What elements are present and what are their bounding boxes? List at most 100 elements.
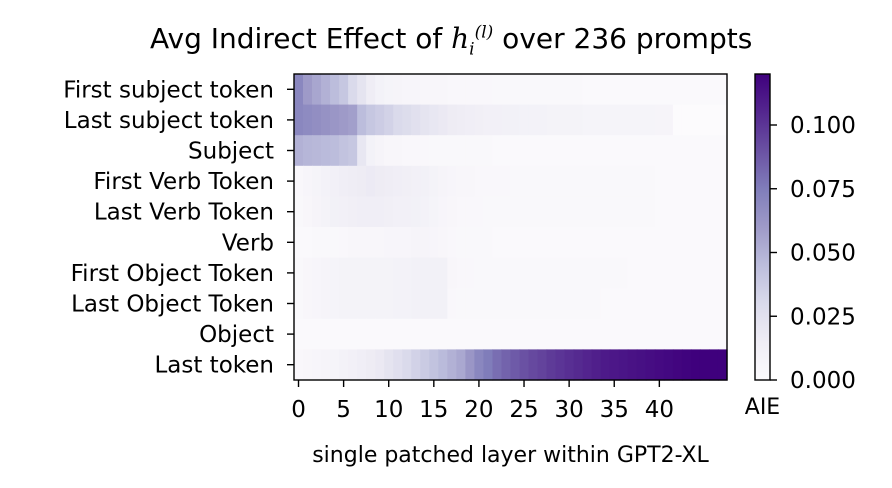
heatmap-cell [393, 318, 403, 350]
heatmap-cell [348, 257, 358, 289]
heatmap-cell [339, 104, 349, 136]
heatmap-cell [402, 227, 412, 259]
heatmap-cell [366, 257, 376, 289]
heatmap-cell [627, 165, 638, 197]
heatmap-cell [636, 135, 647, 167]
heatmap-cell [618, 165, 629, 197]
chart-title-math: hi(l) [451, 22, 493, 58]
heatmap-cell [465, 227, 476, 259]
heatmap-cell [456, 349, 466, 381]
heatmap-cell [501, 74, 512, 106]
heatmap-cell [573, 349, 584, 381]
heatmap-cell [294, 165, 304, 197]
heatmap-cell [483, 135, 494, 167]
heatmap-cell [663, 196, 674, 228]
x-tick-label: 40 [645, 397, 674, 423]
heatmap-cell [321, 135, 331, 167]
colorbar-tick-label: 0.075 [790, 177, 856, 203]
heatmap-cell [654, 165, 665, 197]
heatmap-cell [420, 74, 430, 106]
heatmap-cell [618, 349, 629, 381]
x-tick-label: 25 [509, 397, 538, 423]
heatmap-cell [528, 349, 539, 381]
heatmap-cell [510, 135, 521, 167]
heatmap-cell [501, 318, 512, 350]
heatmap-cell [330, 196, 340, 228]
heatmap-cell [609, 74, 620, 106]
heatmap-cell [645, 257, 656, 289]
heatmap-cell [312, 318, 322, 350]
colorbar [754, 73, 771, 381]
heatmap-cell [591, 288, 602, 320]
heatmap-cell [663, 318, 674, 350]
heatmap-cell [447, 257, 457, 289]
y-tick-label: Last token [154, 353, 274, 379]
heatmap-cell [438, 196, 448, 228]
heatmap-cell [321, 74, 331, 106]
heatmap-cell [375, 318, 385, 350]
heatmap-cell [474, 288, 485, 320]
heatmap-cell [717, 74, 728, 106]
heatmap-cell [654, 257, 665, 289]
heatmap-cell [636, 318, 647, 350]
heatmap-cell [537, 349, 548, 381]
heatmap-cell [465, 288, 476, 320]
heatmap-cell [528, 227, 539, 259]
heatmap-cell [681, 165, 692, 197]
heatmap-cell [519, 196, 530, 228]
heatmap-cell [717, 227, 728, 259]
heatmap-cell [492, 196, 503, 228]
heatmap-cell [510, 196, 521, 228]
heatmap-cell [555, 318, 566, 350]
heatmap-cell [618, 135, 629, 167]
heatmap-cell [465, 318, 476, 350]
heatmap-cell [411, 349, 421, 381]
heatmap-cell [654, 196, 665, 228]
heatmap-cell [708, 318, 719, 350]
heatmap-cell [717, 318, 728, 350]
heatmap-cell [591, 135, 602, 167]
heatmap-cell [483, 257, 494, 289]
heatmap-cell [492, 257, 503, 289]
heatmap-cell [537, 165, 548, 197]
heatmap-cell [474, 318, 485, 350]
heatmap-cell [339, 135, 349, 167]
heatmap-cell [429, 135, 439, 167]
heatmap-cell [681, 104, 692, 136]
heatmap-cell [555, 74, 566, 106]
heatmap-cell [609, 227, 620, 259]
heatmap-cell [492, 227, 503, 259]
heatmap-cell [645, 104, 656, 136]
heatmap-cell [474, 257, 485, 289]
heatmap-cell [600, 104, 611, 136]
heatmap-cell [501, 257, 512, 289]
heatmap-cell [645, 196, 656, 228]
heatmap-cell [672, 104, 683, 136]
heatmap-cell [618, 196, 629, 228]
heatmap-cell [546, 74, 557, 106]
heatmap-cell [474, 196, 485, 228]
heatmap-cell [456, 104, 466, 136]
heatmap-cell [645, 349, 656, 381]
heatmap-cell [384, 196, 394, 228]
heatmap-cell [492, 165, 503, 197]
x-tick-label: 30 [554, 397, 583, 423]
heatmap-cell [312, 104, 322, 136]
heatmap-cell [609, 165, 620, 197]
heatmap-cell [564, 257, 575, 289]
heatmap-cell [420, 104, 430, 136]
heatmap-cell [555, 257, 566, 289]
heatmap-cell [591, 74, 602, 106]
heatmap-cell [366, 349, 376, 381]
heatmap-cell [321, 104, 331, 136]
heatmap-cell [501, 196, 512, 228]
heatmap-cell [438, 135, 448, 167]
heatmap-cell [564, 135, 575, 167]
heatmap-cell [447, 165, 457, 197]
heatmap-cell [366, 318, 376, 350]
heatmap-cell [591, 318, 602, 350]
heatmap-cell [690, 318, 701, 350]
heatmap-cell [681, 196, 692, 228]
heatmap-cell [591, 196, 602, 228]
heatmap-cell [420, 165, 430, 197]
